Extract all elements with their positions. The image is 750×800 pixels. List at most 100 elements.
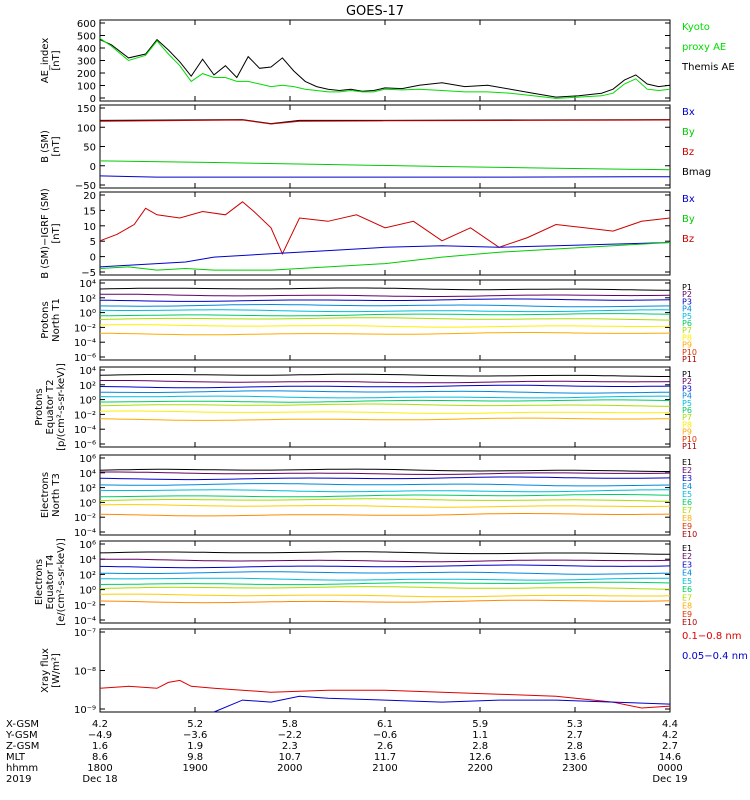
x-axis-value: 1800 bbox=[87, 763, 112, 774]
legend-entry: E10 bbox=[682, 530, 697, 539]
series-line bbox=[99, 679, 671, 709]
y-tick-label: 0 bbox=[90, 94, 96, 105]
legend-entry: E5 bbox=[682, 577, 692, 586]
x-axis-row-label: 2019 bbox=[6, 774, 31, 785]
y-axis-label: Protons bbox=[34, 388, 45, 425]
y-tick-label: 10⁻² bbox=[74, 513, 96, 524]
series-line bbox=[100, 471, 671, 476]
x-axis-value: 1.6 bbox=[92, 741, 108, 752]
y-tick-label: 200 bbox=[77, 69, 96, 80]
y-tick-label: −50 bbox=[75, 181, 96, 192]
legend-entry: P9 bbox=[682, 428, 692, 437]
panel-frame bbox=[99, 191, 671, 276]
legend-entry: P11 bbox=[682, 442, 697, 451]
x-axis-value: −3.6 bbox=[183, 730, 207, 741]
x-axis-value: 2.6 bbox=[377, 741, 393, 752]
legend-entry: P7 bbox=[682, 413, 692, 422]
x-axis-value: 0000 bbox=[657, 763, 682, 774]
legend-entry: E8 bbox=[682, 514, 692, 523]
y-tick-label: 10⁻⁷ bbox=[74, 628, 96, 639]
x-axis-value: 2.7 bbox=[567, 730, 583, 741]
legend-entry: E9 bbox=[682, 522, 692, 531]
y-axis-label: Electrons bbox=[34, 559, 45, 605]
x-axis-row-label: Y-GSM bbox=[5, 730, 38, 741]
y-axis-label: Equator T2 bbox=[45, 380, 56, 435]
legend-entry: P9 bbox=[682, 341, 692, 350]
x-axis-row-label: MLT bbox=[6, 752, 26, 763]
y-tick-label: 10⁶ bbox=[79, 540, 96, 551]
legend-entry: E2 bbox=[682, 466, 692, 475]
legend-entry: P6 bbox=[682, 319, 692, 328]
series-line bbox=[100, 313, 671, 317]
series-line bbox=[99, 317, 671, 321]
x-axis-value: 1.9 bbox=[187, 741, 203, 752]
legend-entry: P1 bbox=[682, 283, 692, 292]
x-axis-value: 2.8 bbox=[567, 741, 583, 752]
series-line bbox=[100, 380, 671, 384]
legend-entry: proxy AE bbox=[682, 42, 726, 53]
panel-pe: 10⁴ 10² 10⁰ 10⁻² 10⁻⁴ 10⁻⁶ Protons Equator T2 [p… bbox=[34, 363, 697, 451]
x-axis-value: 5.8 bbox=[282, 719, 298, 730]
y-axis-label: Equator T4 bbox=[45, 555, 56, 610]
x-axis-value: 12.6 bbox=[469, 752, 491, 763]
x-axis-value: 1.1 bbox=[472, 730, 488, 741]
legend-entry: E1 bbox=[682, 544, 692, 553]
legend-entry: E3 bbox=[682, 474, 692, 483]
x-axis-value: 14.6 bbox=[659, 752, 681, 763]
legend-entry: P11 bbox=[682, 355, 697, 364]
legend-entry: By bbox=[682, 214, 695, 225]
legend-entry: E7 bbox=[682, 506, 692, 515]
x-axis-value: 6.1 bbox=[377, 719, 393, 730]
y-tick-label: 10⁻² bbox=[74, 601, 96, 612]
y-tick-label: 400 bbox=[77, 44, 96, 55]
x-axis-row-label: X-GSM bbox=[6, 719, 39, 730]
series-line bbox=[99, 498, 671, 502]
legend-entry: P8 bbox=[682, 420, 692, 429]
y-tick-label: −5 bbox=[81, 268, 96, 279]
series-line bbox=[99, 476, 671, 481]
y-axis-label: B (SM)−IGRF (SM) bbox=[40, 188, 51, 279]
series-line bbox=[99, 564, 671, 569]
series-line bbox=[99, 483, 671, 487]
legend-entry: P10 bbox=[682, 435, 697, 444]
panel-xray: 10⁻⁷ 10⁻⁸ 10⁻⁹ Xray flux [W/m²] 0.1−0.8 nm 0.0… bbox=[40, 628, 748, 716]
legend-entry: P4 bbox=[682, 305, 692, 314]
y-tick-label: 10⁰ bbox=[79, 309, 96, 320]
panel-b: 150 100 50 0 −50 B (SM) [nT] Bx By Bz Bmag bbox=[40, 104, 711, 192]
legend-entry: E3 bbox=[682, 560, 692, 569]
x-axis-value: −2.2 bbox=[278, 730, 302, 741]
legend-entry: Kyoto bbox=[682, 22, 710, 33]
y-tick-label: 500 bbox=[77, 32, 96, 43]
x-axis-value: 9.8 bbox=[187, 752, 203, 763]
x-axis-value: 2000 bbox=[277, 763, 302, 774]
x-axis-value: 11.7 bbox=[374, 752, 396, 763]
x-axis-value: −0.6 bbox=[373, 730, 397, 741]
legend-entry: P4 bbox=[682, 392, 692, 401]
panel-frame bbox=[99, 104, 671, 189]
legend-entry: P6 bbox=[682, 406, 692, 415]
series-line bbox=[99, 373, 670, 377]
y-tick-label: 150 bbox=[77, 104, 96, 115]
y-tick-label: 100 bbox=[77, 82, 96, 93]
panel-frame bbox=[99, 279, 671, 361]
legend-entry: E2 bbox=[682, 552, 692, 561]
legend-entry: P5 bbox=[682, 399, 692, 408]
legend-entry: P3 bbox=[682, 384, 692, 393]
y-axis-label: [W/m²] bbox=[51, 653, 62, 688]
legend-entry: Bx bbox=[682, 194, 695, 205]
x-axis-value: 2200 bbox=[467, 763, 492, 774]
series-line bbox=[99, 160, 671, 171]
legend-entry: E4 bbox=[682, 569, 692, 578]
series-line bbox=[99, 384, 671, 389]
legend-entry: Bz bbox=[682, 147, 694, 158]
y-tick-label: 10⁰ bbox=[79, 498, 96, 509]
series-line bbox=[99, 468, 670, 472]
y-tick-label: 10⁶ bbox=[79, 454, 96, 465]
series-line bbox=[99, 551, 670, 555]
legend-entry: By bbox=[682, 127, 695, 138]
legend-entry: P3 bbox=[682, 297, 692, 306]
series-line bbox=[99, 504, 671, 508]
series-line bbox=[99, 119, 671, 125]
